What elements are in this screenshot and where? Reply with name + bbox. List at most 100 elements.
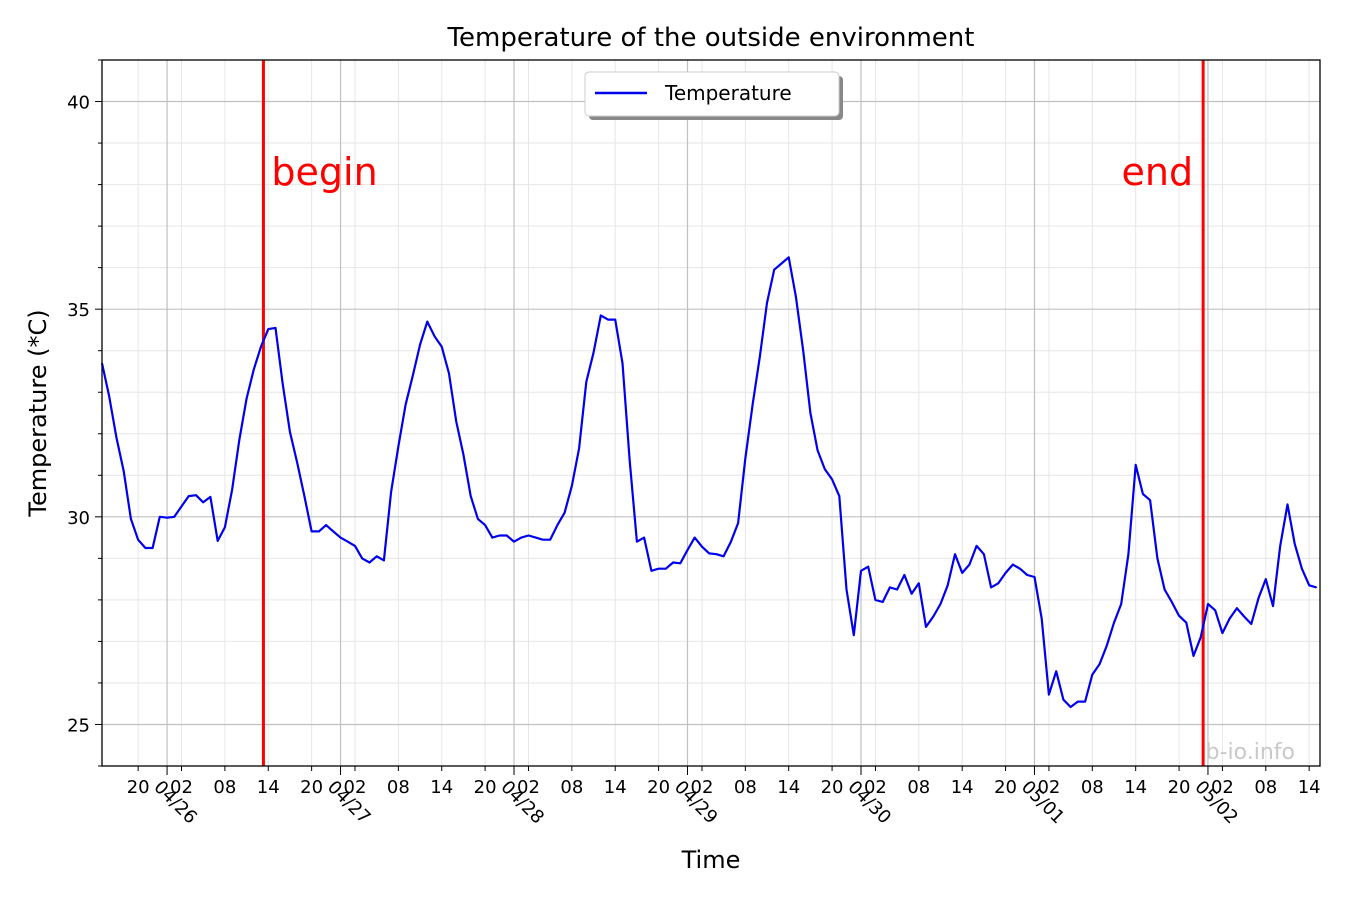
data-point (911, 593, 913, 595)
x-hour-tick-label: 02 (170, 777, 193, 798)
data-point (867, 566, 869, 568)
data-point (672, 561, 674, 564)
data-point (419, 343, 421, 346)
data-point (780, 262, 783, 265)
data-point (542, 539, 544, 541)
data-point (983, 553, 985, 555)
data-point (282, 383, 284, 385)
x-hour-tick-label: 20 (1168, 777, 1191, 798)
data-point (1236, 607, 1238, 609)
x-hour-tick-label: 14 (1298, 777, 1321, 798)
data-point (715, 553, 718, 555)
data-point (932, 615, 934, 618)
data-point (361, 557, 363, 560)
y-axis-label: Temperature (*C) (24, 309, 52, 517)
data-point (173, 516, 175, 518)
data-point (853, 634, 855, 636)
data-point (347, 541, 349, 543)
data-point (686, 549, 689, 551)
data-point (614, 319, 616, 321)
data-point (600, 314, 602, 316)
data-point (947, 584, 949, 586)
legend-entry-temperature: Temperature (664, 81, 792, 105)
major-grid (102, 60, 1320, 766)
data-point (426, 321, 428, 323)
data-point (860, 570, 862, 572)
data-point (961, 572, 963, 574)
data-point (1164, 588, 1166, 591)
x-hour-tick-label: 08 (1081, 777, 1104, 798)
data-point (1062, 699, 1064, 701)
x-hour-tick-label: 14 (1124, 777, 1147, 798)
data-point (1200, 636, 1202, 638)
plot-frame (101, 59, 1321, 767)
data-point (1091, 674, 1093, 676)
data-point (773, 269, 775, 271)
x-hour-tick-label: 02 (1211, 777, 1234, 798)
data-point (838, 495, 840, 497)
data-point (339, 537, 342, 539)
data-point (744, 458, 746, 460)
data-point (448, 372, 450, 375)
x-hour-tick-label: 02 (864, 777, 887, 798)
data-point (636, 541, 638, 543)
data-point (195, 494, 197, 496)
legend-box (584, 71, 840, 117)
data-point (831, 478, 833, 480)
data-point (238, 439, 240, 441)
data-point (159, 516, 161, 518)
data-point (723, 555, 725, 557)
marker-label-begin: begin (271, 150, 377, 194)
data-point (137, 539, 139, 541)
data-point (650, 570, 653, 572)
x-hour-tick-label: 08 (213, 777, 236, 798)
x-hour-tick-label: 20 (647, 777, 670, 798)
data-point (253, 368, 255, 370)
data-point (260, 346, 262, 348)
data-point (708, 552, 710, 555)
data-point (1142, 493, 1144, 495)
x-axis-label: Time (681, 846, 741, 874)
x-hour-tick-label: 20 (127, 777, 150, 798)
data-point (1048, 694, 1050, 696)
data-point (621, 362, 624, 364)
data-point (1019, 568, 1021, 570)
x-hour-tick-label: 20 (474, 777, 497, 798)
data-point (130, 518, 132, 520)
data-point (990, 586, 992, 589)
x-hour-tick-label: 08 (1254, 777, 1277, 798)
data-point (585, 381, 587, 383)
data-point (1012, 564, 1014, 566)
data-point (152, 547, 154, 549)
y-tick-label: 25 (67, 715, 90, 736)
data-point (274, 327, 277, 329)
data-point (1178, 615, 1180, 617)
data-point (527, 534, 530, 537)
data-point (1192, 655, 1195, 657)
data-point (1294, 543, 1296, 545)
data-point (759, 356, 761, 358)
x-hour-tick-label: 14 (777, 777, 800, 798)
data-point (318, 530, 320, 533)
data-point (658, 568, 660, 570)
data-point (889, 586, 891, 589)
data-point (123, 470, 125, 472)
data-point (1033, 576, 1036, 578)
data-point (918, 582, 920, 584)
data-point (795, 296, 797, 298)
data-point (643, 537, 645, 539)
data-point (1258, 597, 1260, 599)
data-point (217, 540, 219, 542)
x-hour-tick-label: 20 (994, 777, 1017, 798)
data-point (549, 539, 551, 541)
data-point (1005, 572, 1007, 574)
data-point (433, 335, 436, 337)
data-point (1265, 578, 1267, 580)
data-point (376, 555, 378, 557)
data-point (1315, 586, 1317, 589)
data-point (766, 302, 768, 304)
data-point (752, 404, 754, 406)
data-point (296, 462, 298, 464)
